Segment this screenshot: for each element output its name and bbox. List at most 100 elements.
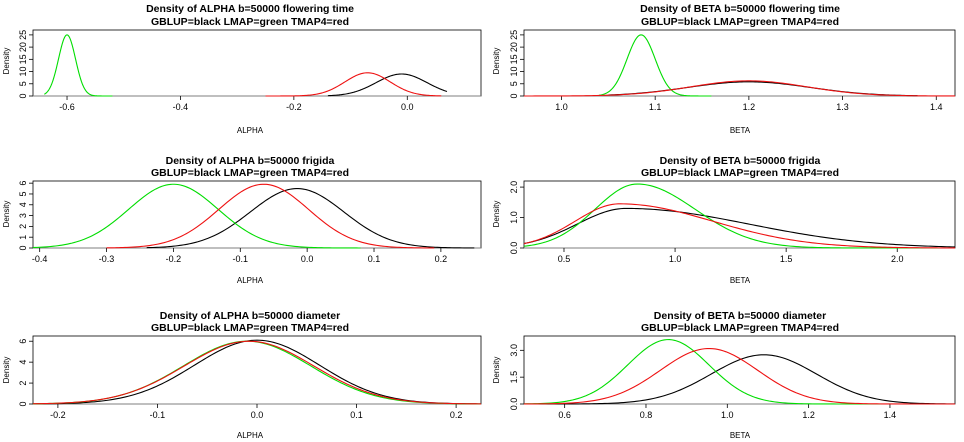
x-axis-label: ALPHA: [237, 126, 264, 135]
y-tick-label: 6: [18, 181, 28, 186]
y-axis-label: Density: [492, 357, 501, 384]
x-tick-label: 1.2: [802, 410, 815, 420]
panel-title: Density of BETA b=50000 diameter: [654, 310, 826, 322]
x-tick-label: 1.2: [743, 102, 756, 112]
x-tick-label: 0.8: [640, 410, 653, 420]
x-tick-label: 2.0: [891, 254, 904, 264]
x-tick-label: 1.0: [721, 410, 734, 420]
y-tick-label: 2.0: [509, 181, 519, 194]
x-axis: BETA: [730, 126, 751, 135]
x-tick-label: -0.1: [150, 410, 166, 420]
x-tick-label: 0.2: [450, 410, 463, 420]
x-axis: ALPHA: [237, 431, 264, 440]
x-axis-label: BETA: [730, 431, 751, 440]
x-tick-label: 1.0: [669, 254, 682, 264]
y-tick-label: 0: [18, 93, 28, 98]
x-tick-label: -0.2: [166, 254, 182, 264]
y-tick-label: 15: [18, 54, 28, 64]
x-tick-label: 0.1: [368, 254, 381, 264]
panel-title: Density of BETA b=50000 flowering time: [640, 3, 840, 15]
panel-alpha-diameter: Density of ALPHA b=50000 diameter GBLUP=…: [2, 310, 482, 440]
x-tick-label: -0.3: [99, 254, 115, 264]
panel-beta-frigida: Density of BETA b=50000 frigida GBLUP=bl…: [492, 155, 956, 285]
x-tick-label: 0.2: [435, 254, 448, 264]
y-tick-label: 10: [18, 67, 28, 77]
plot-area: -0.2 -0.1 0.0 0.1 0.2 0 2 4 6: [18, 339, 482, 420]
x-tick-label: 1.1: [649, 102, 662, 112]
y-tick-label: 2: [18, 224, 28, 229]
x-axis-label: BETA: [730, 126, 751, 135]
x-tick-label: 0.0: [251, 410, 264, 420]
y-tick-label: 2: [18, 381, 28, 386]
y-tick-label: 4: [18, 202, 28, 207]
panel-alpha-flowering-time: Density of ALPHA b=50000 flowering time …: [2, 3, 482, 135]
y-axis-label: Density: [492, 201, 501, 228]
x-axis-label: BETA: [730, 276, 751, 285]
y-tick-label: 5: [18, 191, 28, 196]
density-curve-lmap: [523, 183, 955, 249]
density-curve-lmap: [32, 340, 482, 405]
x-tick-label: -0.2: [50, 410, 66, 420]
plot-area: 0.6 0.8 1.0 1.2 1.4 0.0 1.5 3.0: [509, 339, 956, 420]
y-tick-label: 1.0: [509, 211, 519, 224]
density-curve-tmap4: [265, 72, 442, 97]
density-curve-lmap: [523, 339, 955, 405]
panel-beta-flowering-time: Density of BETA b=50000 flowering time G…: [492, 3, 956, 135]
panel-subtitle: GBLUP=black LMAP=green TMAP4=red: [641, 167, 839, 179]
panel-alpha-frigida: Density of ALPHA b=50000 frigida GBLUP=b…: [2, 155, 482, 285]
plot-frame: [523, 335, 956, 405]
x-axis-label: ALPHA: [237, 276, 264, 285]
x-tick-label: 1.4: [884, 410, 897, 420]
x-tick-label: 0.6: [558, 410, 571, 420]
x-tick-label: 0.0: [401, 102, 414, 112]
y-tick-label: 0: [509, 93, 519, 98]
y-tick-label: 5: [509, 81, 519, 86]
x-tick-label: -0.1: [233, 254, 249, 264]
y-tick-label: 1: [18, 235, 28, 240]
y-tick-label: 3.0: [509, 344, 519, 357]
y-tick-label: 25: [509, 30, 519, 40]
panel-subtitle: GBLUP=black LMAP=green TMAP4=red: [151, 322, 349, 334]
x-axis: ALPHA: [237, 276, 264, 285]
y-axis: Density: [2, 357, 11, 384]
y-axis-label: Density: [2, 201, 11, 228]
plot-frame: [32, 335, 482, 405]
panel-subtitle: GBLUP=black LMAP=green TMAP4=red: [151, 16, 349, 28]
panel-beta-diameter: Density of BETA b=50000 diameter GBLUP=b…: [492, 310, 956, 440]
y-tick-label: 0.0: [509, 398, 519, 411]
y-axis-label: Density: [2, 48, 11, 75]
y-tick-label: 5: [18, 81, 28, 86]
y-axis: Density: [2, 201, 11, 228]
panel-title: Density of ALPHA b=50000 frigida: [166, 155, 335, 167]
y-axis: Density: [492, 201, 501, 228]
density-curve-tmap4: [106, 183, 435, 249]
y-axis: Density: [492, 48, 501, 75]
density-curve-gblup: [608, 81, 918, 97]
y-tick-label: 3: [18, 213, 28, 218]
panel-title: Density of ALPHA b=50000 diameter: [160, 310, 340, 322]
plot-frame: [32, 29, 482, 97]
density-curve-gblup: [524, 354, 956, 405]
y-tick-label: 20: [18, 42, 28, 52]
y-tick-label: 0: [18, 401, 28, 406]
y-tick-label: 0: [18, 245, 28, 250]
density-curve-gblup: [327, 73, 448, 97]
x-tick-label: 1.0: [555, 102, 568, 112]
x-tick-label: 0.5: [558, 254, 571, 264]
density-curve-gblup: [146, 188, 475, 249]
y-axis: Density: [492, 357, 501, 384]
panel-subtitle: GBLUP=black LMAP=green TMAP4=red: [641, 16, 839, 28]
y-tick-label: 0.0: [509, 242, 519, 255]
plot-area: 1.0 1.1 1.2 1.3 1.4 0 5 10 15 20 25: [509, 30, 955, 112]
plot-area: 0.5 1.0 1.5 2.0 0.0 1.0 2.0: [509, 181, 956, 264]
x-axis: ALPHA: [237, 126, 264, 135]
y-axis: Density: [2, 48, 11, 75]
y-axis-label: Density: [2, 357, 11, 384]
y-tick-label: 20: [509, 42, 519, 52]
plot-area: -0.6 -0.4 -0.2 0.0 0 5 10 15 20 25: [18, 30, 481, 112]
x-tick-label: 0.1: [350, 410, 363, 420]
y-axis-label: Density: [492, 48, 501, 75]
x-tick-label: 0.0: [301, 254, 314, 264]
x-tick-label: -0.6: [59, 102, 75, 112]
